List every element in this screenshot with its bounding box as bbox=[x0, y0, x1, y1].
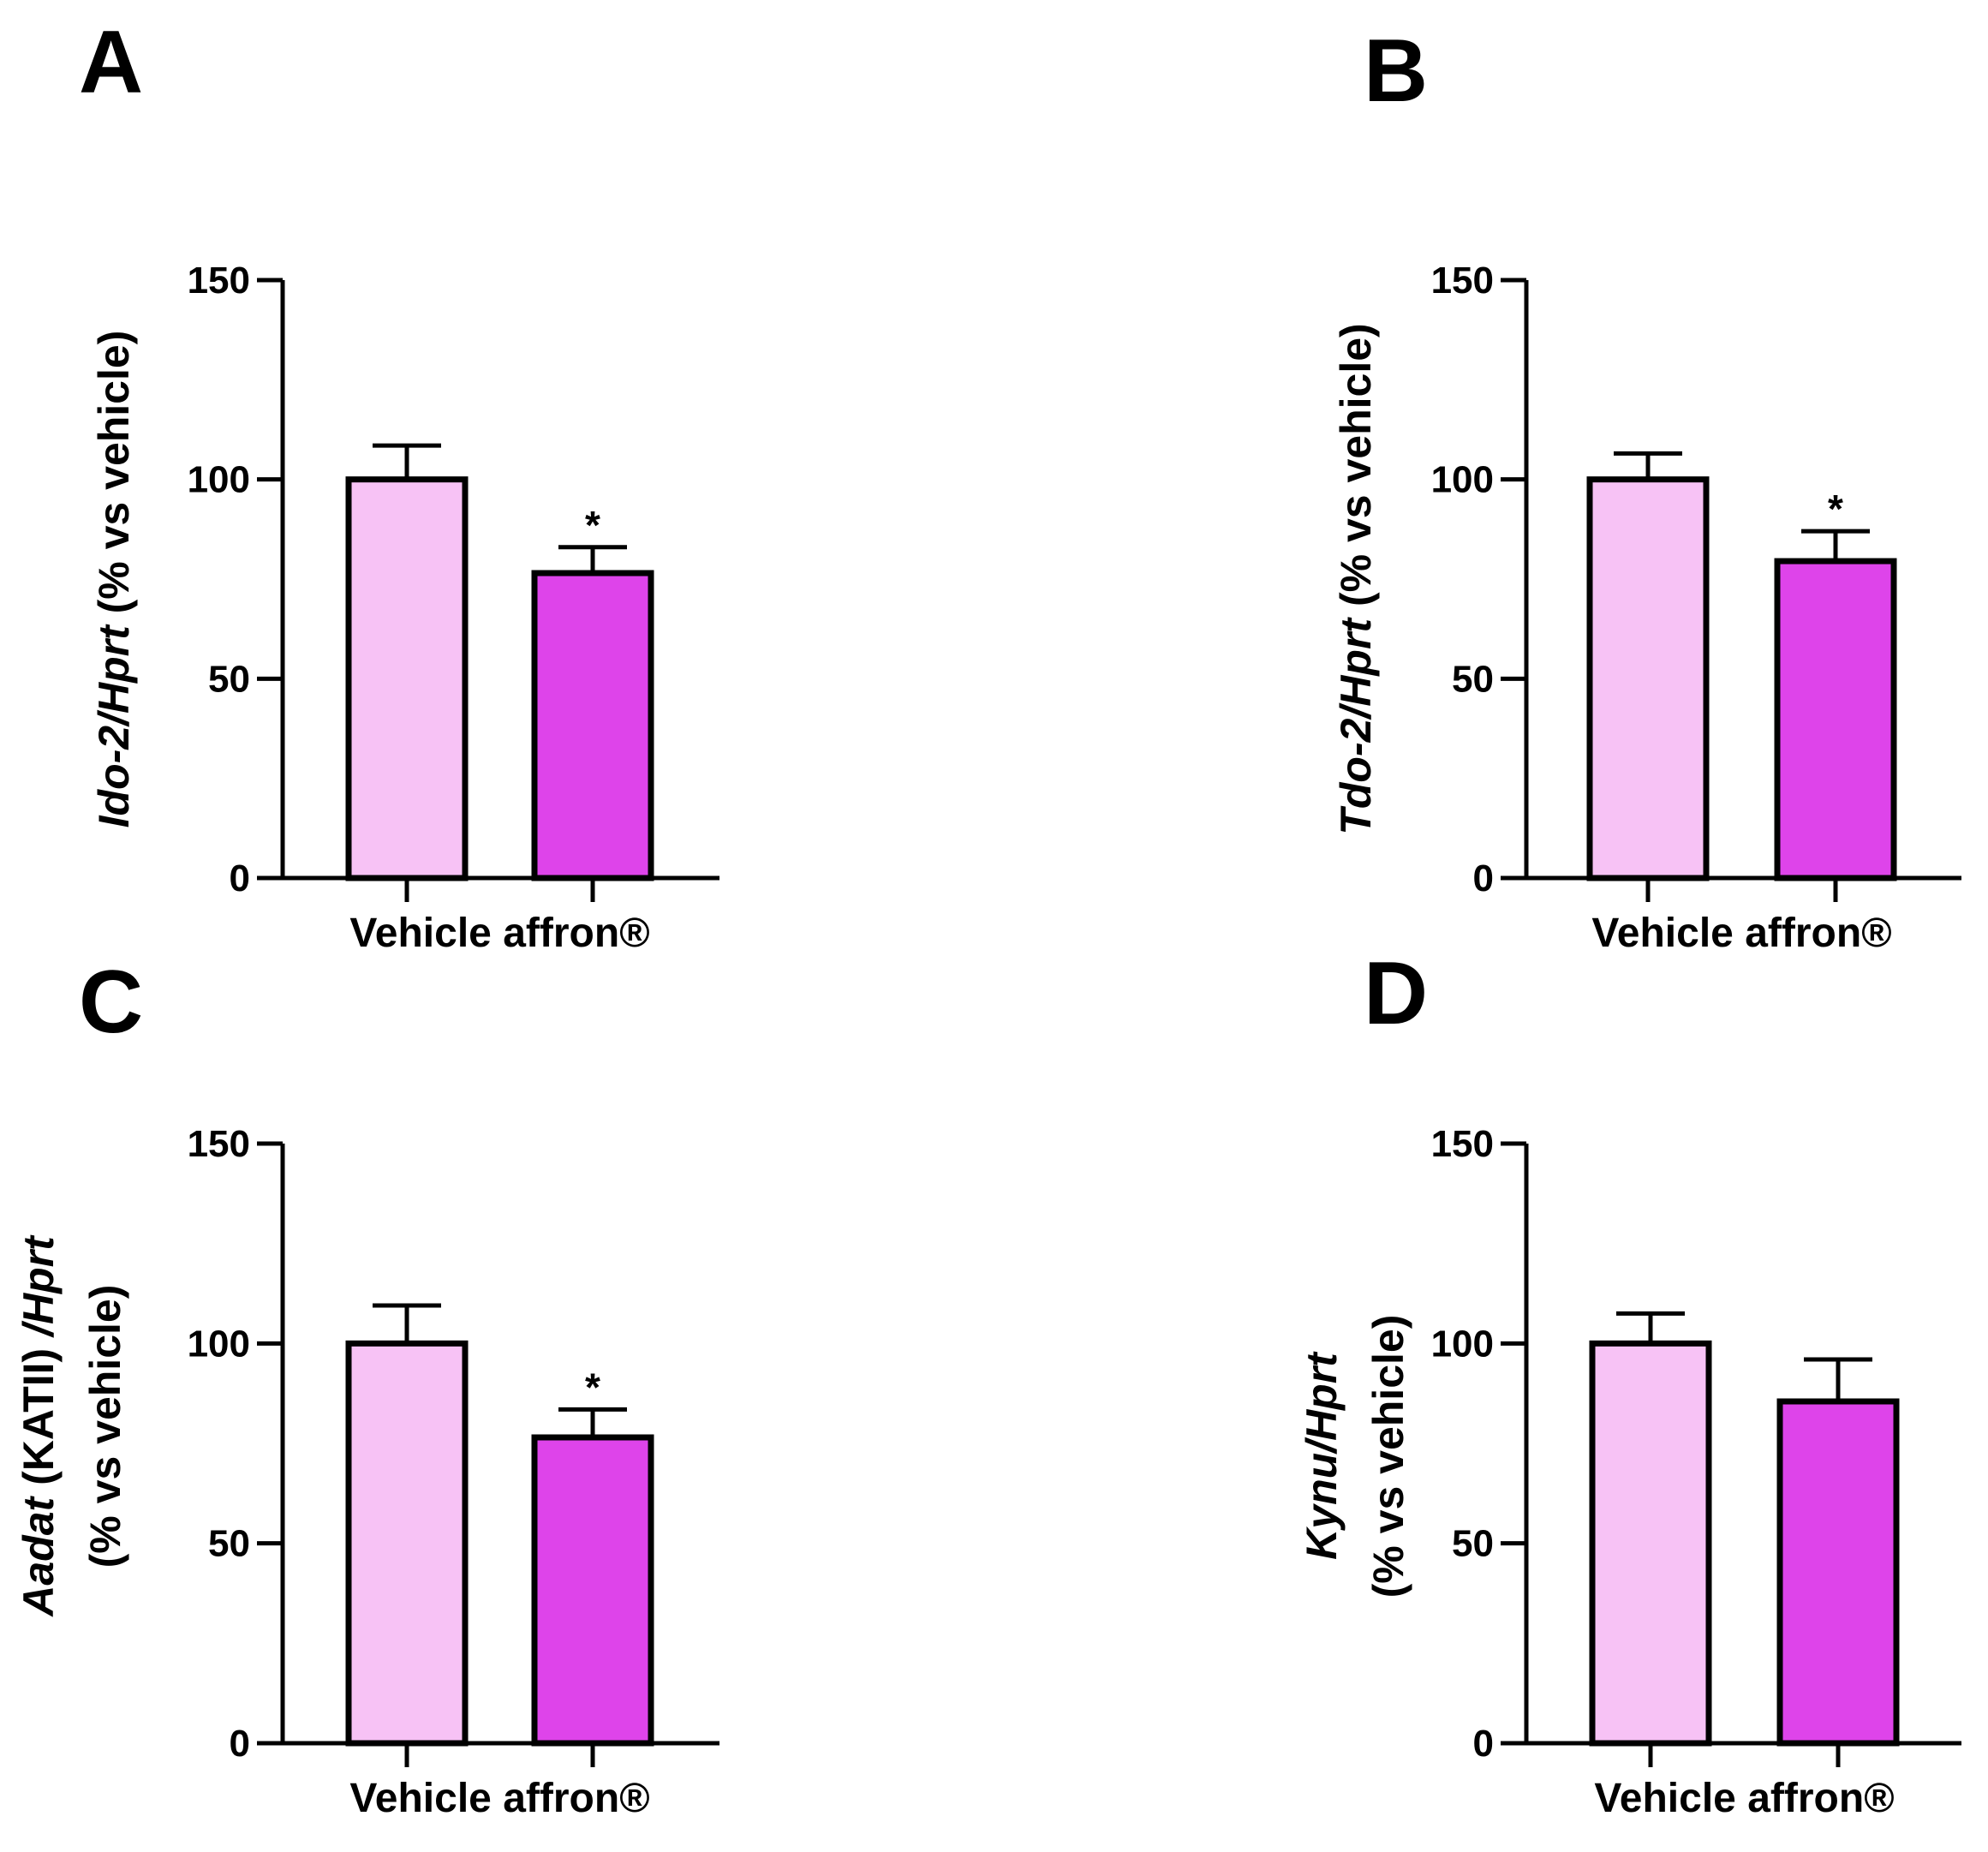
panel-b: B * 0 50 100 150 Vehicle affron® Tdo-2/Hprt (% … bbox=[1332, 21, 1961, 956]
bar-vehicle bbox=[1586, 476, 1710, 881]
x-category-label: Vehicle bbox=[349, 1776, 491, 1821]
y-tick-label: 100 bbox=[1431, 1323, 1494, 1365]
x-category-label: affron® bbox=[492, 1776, 650, 1821]
significance-marker: * bbox=[585, 503, 600, 547]
y-axis-label: Ido-2/Hprt (% vs vehicle) bbox=[90, 331, 138, 828]
x-category-labels: Vehicle affron® bbox=[1591, 911, 1891, 956]
y-tick-label: 150 bbox=[1431, 1123, 1494, 1165]
y-axis-label-part: Aadat bbox=[15, 1495, 63, 1617]
x-category-label: affron® bbox=[1736, 1776, 1895, 1821]
y-tick-label: 0 bbox=[1473, 1723, 1494, 1765]
y-tick-label: 0 bbox=[230, 1723, 250, 1765]
panel-d: D 0 50 100 150 Vehicle affron® Kynu/Hprt (% vs … bbox=[1298, 944, 1961, 1821]
y-tick-label: 100 bbox=[1431, 459, 1494, 501]
y-axis-label: Aadat (KATII) /Hprt bbox=[15, 1234, 63, 1618]
y-tick-label: 50 bbox=[1452, 658, 1494, 700]
panel-c: C * 0 50 100 150 Vehicle affron® Aadat (KATII) … bbox=[15, 953, 719, 1821]
y-tick-label: 150 bbox=[188, 1123, 250, 1165]
x-category-labels: Vehicle affron® bbox=[349, 911, 649, 956]
y-axis-label: (% vs vehicle) bbox=[81, 1285, 129, 1568]
bar-vehicle bbox=[345, 476, 469, 881]
y-tick-label: 0 bbox=[1473, 857, 1494, 899]
y-tick-label: 50 bbox=[208, 658, 250, 700]
panel-a: A * 0 50 100 150 Vehicle affron® Ido-2/Hprt (% … bbox=[79, 13, 719, 956]
y-axis-label: Kynu/Hprt bbox=[1298, 1351, 1346, 1560]
significance-marker: * bbox=[1828, 487, 1843, 531]
x-category-label: affron® bbox=[492, 911, 650, 956]
x-category-labels: Vehicle affron® bbox=[1594, 1776, 1894, 1821]
y-axis-label: (% vs vehicle) bbox=[1364, 1315, 1412, 1598]
y-axis-label-part: (% vs vehicle) bbox=[1332, 323, 1380, 618]
bar-vehicle bbox=[345, 1340, 469, 1747]
bar-affron bbox=[1774, 558, 1897, 881]
panel-letter: C bbox=[79, 953, 143, 1052]
panel-letter: D bbox=[1364, 944, 1428, 1043]
y-axis-label: Tdo-2/Hprt (% vs vehicle) bbox=[1332, 323, 1380, 834]
y-tick-label: 150 bbox=[188, 260, 250, 302]
bar-affron bbox=[531, 570, 654, 881]
y-axis-label-part: /Hprt bbox=[15, 1234, 63, 1338]
bar-affron bbox=[1776, 1398, 1900, 1747]
y-axis-label-part: (KATII) bbox=[15, 1336, 63, 1497]
y-tick-label: 100 bbox=[188, 459, 250, 501]
x-category-label: Vehicle bbox=[349, 911, 491, 956]
x-category-labels: Vehicle affron® bbox=[349, 1776, 649, 1821]
panel-letter: A bbox=[79, 13, 143, 112]
y-axis-label-part: (% vs vehicle) bbox=[81, 1285, 129, 1568]
panel-letter: B bbox=[1364, 21, 1428, 121]
y-tick-label: 50 bbox=[208, 1523, 250, 1565]
y-tick-label: 100 bbox=[188, 1323, 250, 1365]
y-tick-label: 150 bbox=[1431, 260, 1494, 302]
y-axis-label-part: (% vs vehicle) bbox=[1364, 1315, 1412, 1598]
bar-vehicle bbox=[1589, 1340, 1712, 1747]
y-tick-label: 0 bbox=[230, 857, 250, 899]
y-axis-label-part: Ido-2/Hprt bbox=[90, 624, 138, 827]
x-category-label: Vehicle bbox=[1591, 911, 1733, 956]
x-category-label: affron® bbox=[1734, 911, 1892, 956]
x-category-label: Vehicle bbox=[1594, 1776, 1735, 1821]
y-tick-label: 50 bbox=[1452, 1523, 1494, 1565]
y-axis-label-part: Tdo-2/Hprt bbox=[1332, 617, 1380, 835]
bar-affron bbox=[531, 1434, 654, 1747]
y-axis-label-part: Kynu/Hprt bbox=[1298, 1351, 1346, 1560]
y-axis-label-part: (% vs vehicle) bbox=[90, 331, 138, 626]
significance-marker: * bbox=[585, 1365, 600, 1409]
